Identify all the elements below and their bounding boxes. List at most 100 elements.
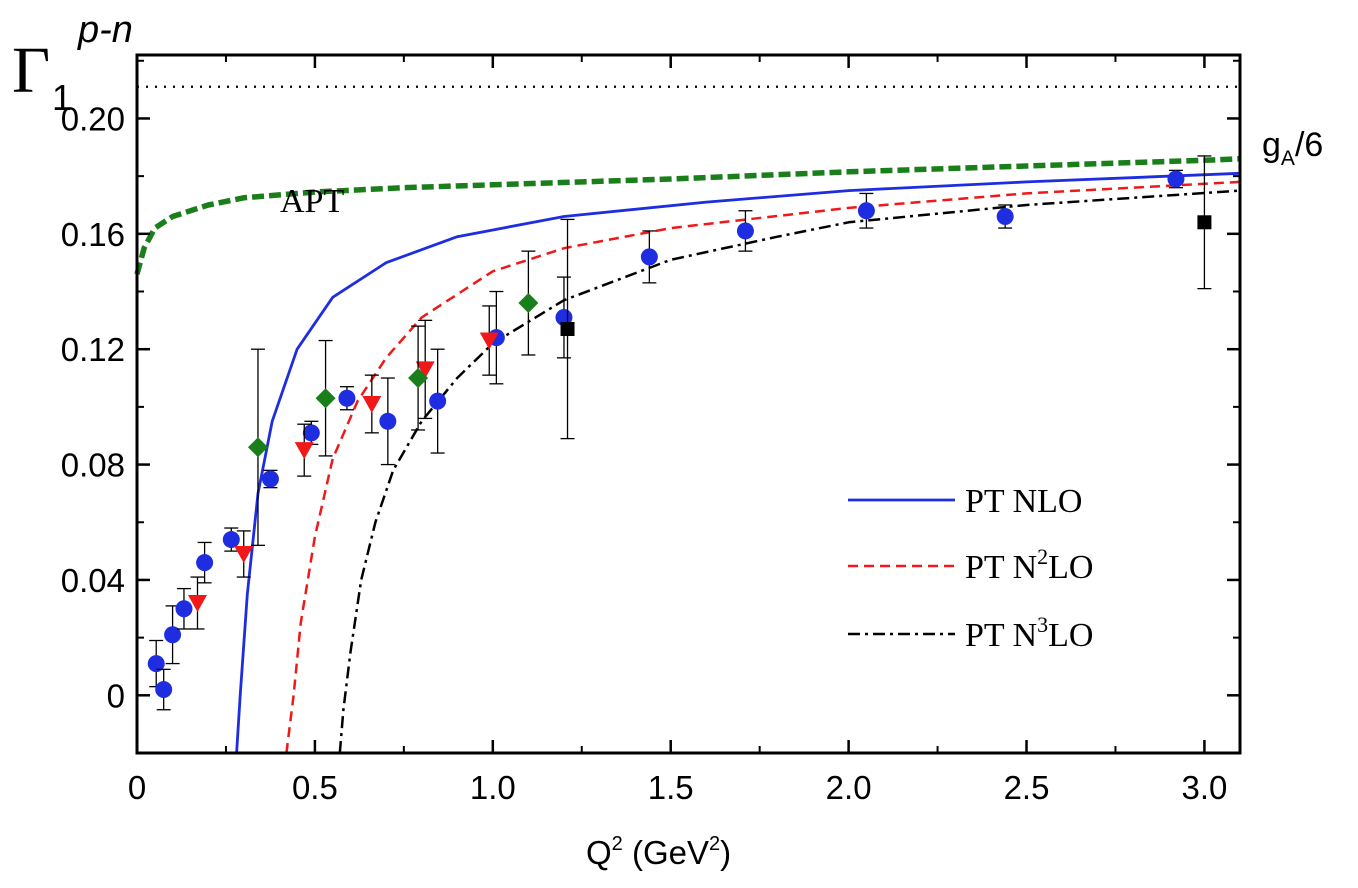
data-point-circles (1167, 169, 1185, 189)
y-tick-label: 0.20 (61, 100, 125, 137)
data-point-circles (555, 276, 573, 359)
data-point-circles (261, 469, 279, 489)
y-axis-label-sub: 1 (52, 77, 72, 118)
x-axis-label-q: Q (586, 834, 612, 871)
legend: PT NLO PT N2LO PT N3LO (848, 483, 1093, 654)
x-axis-label-sup2: 2 (709, 833, 720, 855)
ga-label: gA/6 (1262, 126, 1323, 170)
y-axis-label-main: Γ (12, 34, 50, 107)
x-axis-label-sup1: 2 (612, 833, 623, 855)
legend-label-nlo-a: PT NLO (965, 483, 1082, 520)
data-series (147, 155, 1212, 711)
y-axis-label: Γ (12, 34, 50, 107)
marker-square (560, 322, 575, 337)
marker-triangle (362, 396, 382, 413)
marker-circle (555, 308, 573, 326)
legend-label-n3lo-a: PT N (965, 617, 1037, 654)
x-tick-label: 3.0 (1181, 769, 1227, 806)
data-point-triangles (415, 319, 435, 420)
data-point-squares (1197, 155, 1212, 290)
data-point-circles (379, 377, 397, 466)
marker-circle (736, 222, 754, 240)
data-point-triangles (234, 530, 254, 578)
data-point-diamonds (315, 339, 336, 457)
curve-n2lo (285, 180, 1241, 754)
marker-triangle (294, 442, 314, 460)
marker-diamond (408, 368, 429, 389)
marker-diamond (518, 293, 539, 314)
data-point-circles (147, 639, 165, 688)
y-tick-label: 0.04 (61, 562, 125, 599)
x-tick-label: 1.5 (648, 769, 694, 806)
x-tick-label: 0 (128, 769, 146, 806)
marker-circle (196, 554, 214, 572)
ga-label-main: g (1262, 126, 1281, 164)
marker-circle (640, 248, 658, 266)
x-axis-label-end: ) (720, 834, 731, 871)
x-tick-label: 1.0 (470, 769, 516, 806)
data-point-circles (996, 204, 1014, 229)
x-tick-label: 2.5 (1004, 769, 1050, 806)
y-tick-label: 0 (107, 677, 125, 714)
marker-circle (338, 389, 356, 407)
legend-label-n3lo: PT N3LO (965, 612, 1093, 654)
legend-label-n2lo-sup: 2 (1037, 544, 1048, 569)
legend-label-n2lo: PT N2LO (965, 544, 1093, 586)
legend-label-n2lo-a: PT N (965, 549, 1037, 586)
data-point-circles (640, 230, 658, 284)
marker-circle (1167, 170, 1185, 188)
marker-circle (857, 202, 875, 220)
data-point-circles (857, 192, 875, 229)
legend-label-n2lo-b: LO (1048, 549, 1093, 586)
ga-label-tail: /6 (1295, 126, 1323, 164)
data-point-diamonds (247, 348, 268, 546)
marker-circle (996, 208, 1014, 226)
marker-circle (155, 681, 173, 699)
data-point-triangles (187, 576, 207, 630)
marker-triangle (415, 361, 435, 379)
curve-nlo (235, 171, 1241, 754)
y-axis-label-sup: p-n (77, 9, 133, 51)
data-point-squares (560, 218, 575, 440)
data-point-circles (429, 348, 447, 454)
marker-circle (379, 412, 397, 430)
ga-label-sub: A (1281, 147, 1295, 170)
marker-circle (222, 531, 240, 549)
y-tick-label: 0.12 (61, 331, 125, 368)
data-point-circles (196, 541, 214, 584)
marker-circle (302, 424, 320, 442)
y-tick-label: 0.16 (61, 216, 125, 253)
marker-triangle (234, 545, 254, 563)
marker-circle (175, 600, 193, 618)
curve-apt (134, 156, 1241, 275)
curve-n3lo (338, 189, 1241, 754)
data-point-circles (222, 527, 240, 552)
apt-label: APT (280, 183, 344, 220)
axis-ticks (135, 55, 1240, 754)
data-point-circles (175, 587, 193, 630)
data-point-circles (338, 386, 356, 411)
axis-tick-labels: 0 0.5 1.0 1.5 2.0 2.5 3.0 0 0.04 0.08 0.12 0.16 0.20 (61, 100, 1228, 806)
data-point-diamonds (518, 250, 539, 356)
marker-circle (261, 470, 279, 488)
marker-circle (429, 392, 447, 410)
data-point-diamonds (408, 325, 429, 431)
data-point-circles (164, 605, 182, 665)
marker-diamond (315, 388, 336, 409)
marker-diamond (247, 437, 268, 458)
marker-circle (164, 626, 182, 644)
data-point-triangles (479, 305, 499, 376)
data-point-triangles (294, 423, 314, 477)
x-tick-label: 2.0 (826, 769, 872, 806)
plot-frame (135, 53, 1242, 755)
x-axis-label-mid: (GeV (623, 834, 709, 871)
data-point-triangles (362, 374, 382, 434)
x-axis-label: Q2 (GeV2) (586, 833, 731, 871)
legend-label-n3lo-sup: 3 (1037, 612, 1048, 637)
marker-square (1197, 215, 1212, 230)
marker-triangle (479, 332, 499, 350)
marker-triangle (187, 595, 207, 613)
marker-circle (147, 655, 165, 673)
legend-label-nlo: PT NLO (965, 483, 1082, 520)
